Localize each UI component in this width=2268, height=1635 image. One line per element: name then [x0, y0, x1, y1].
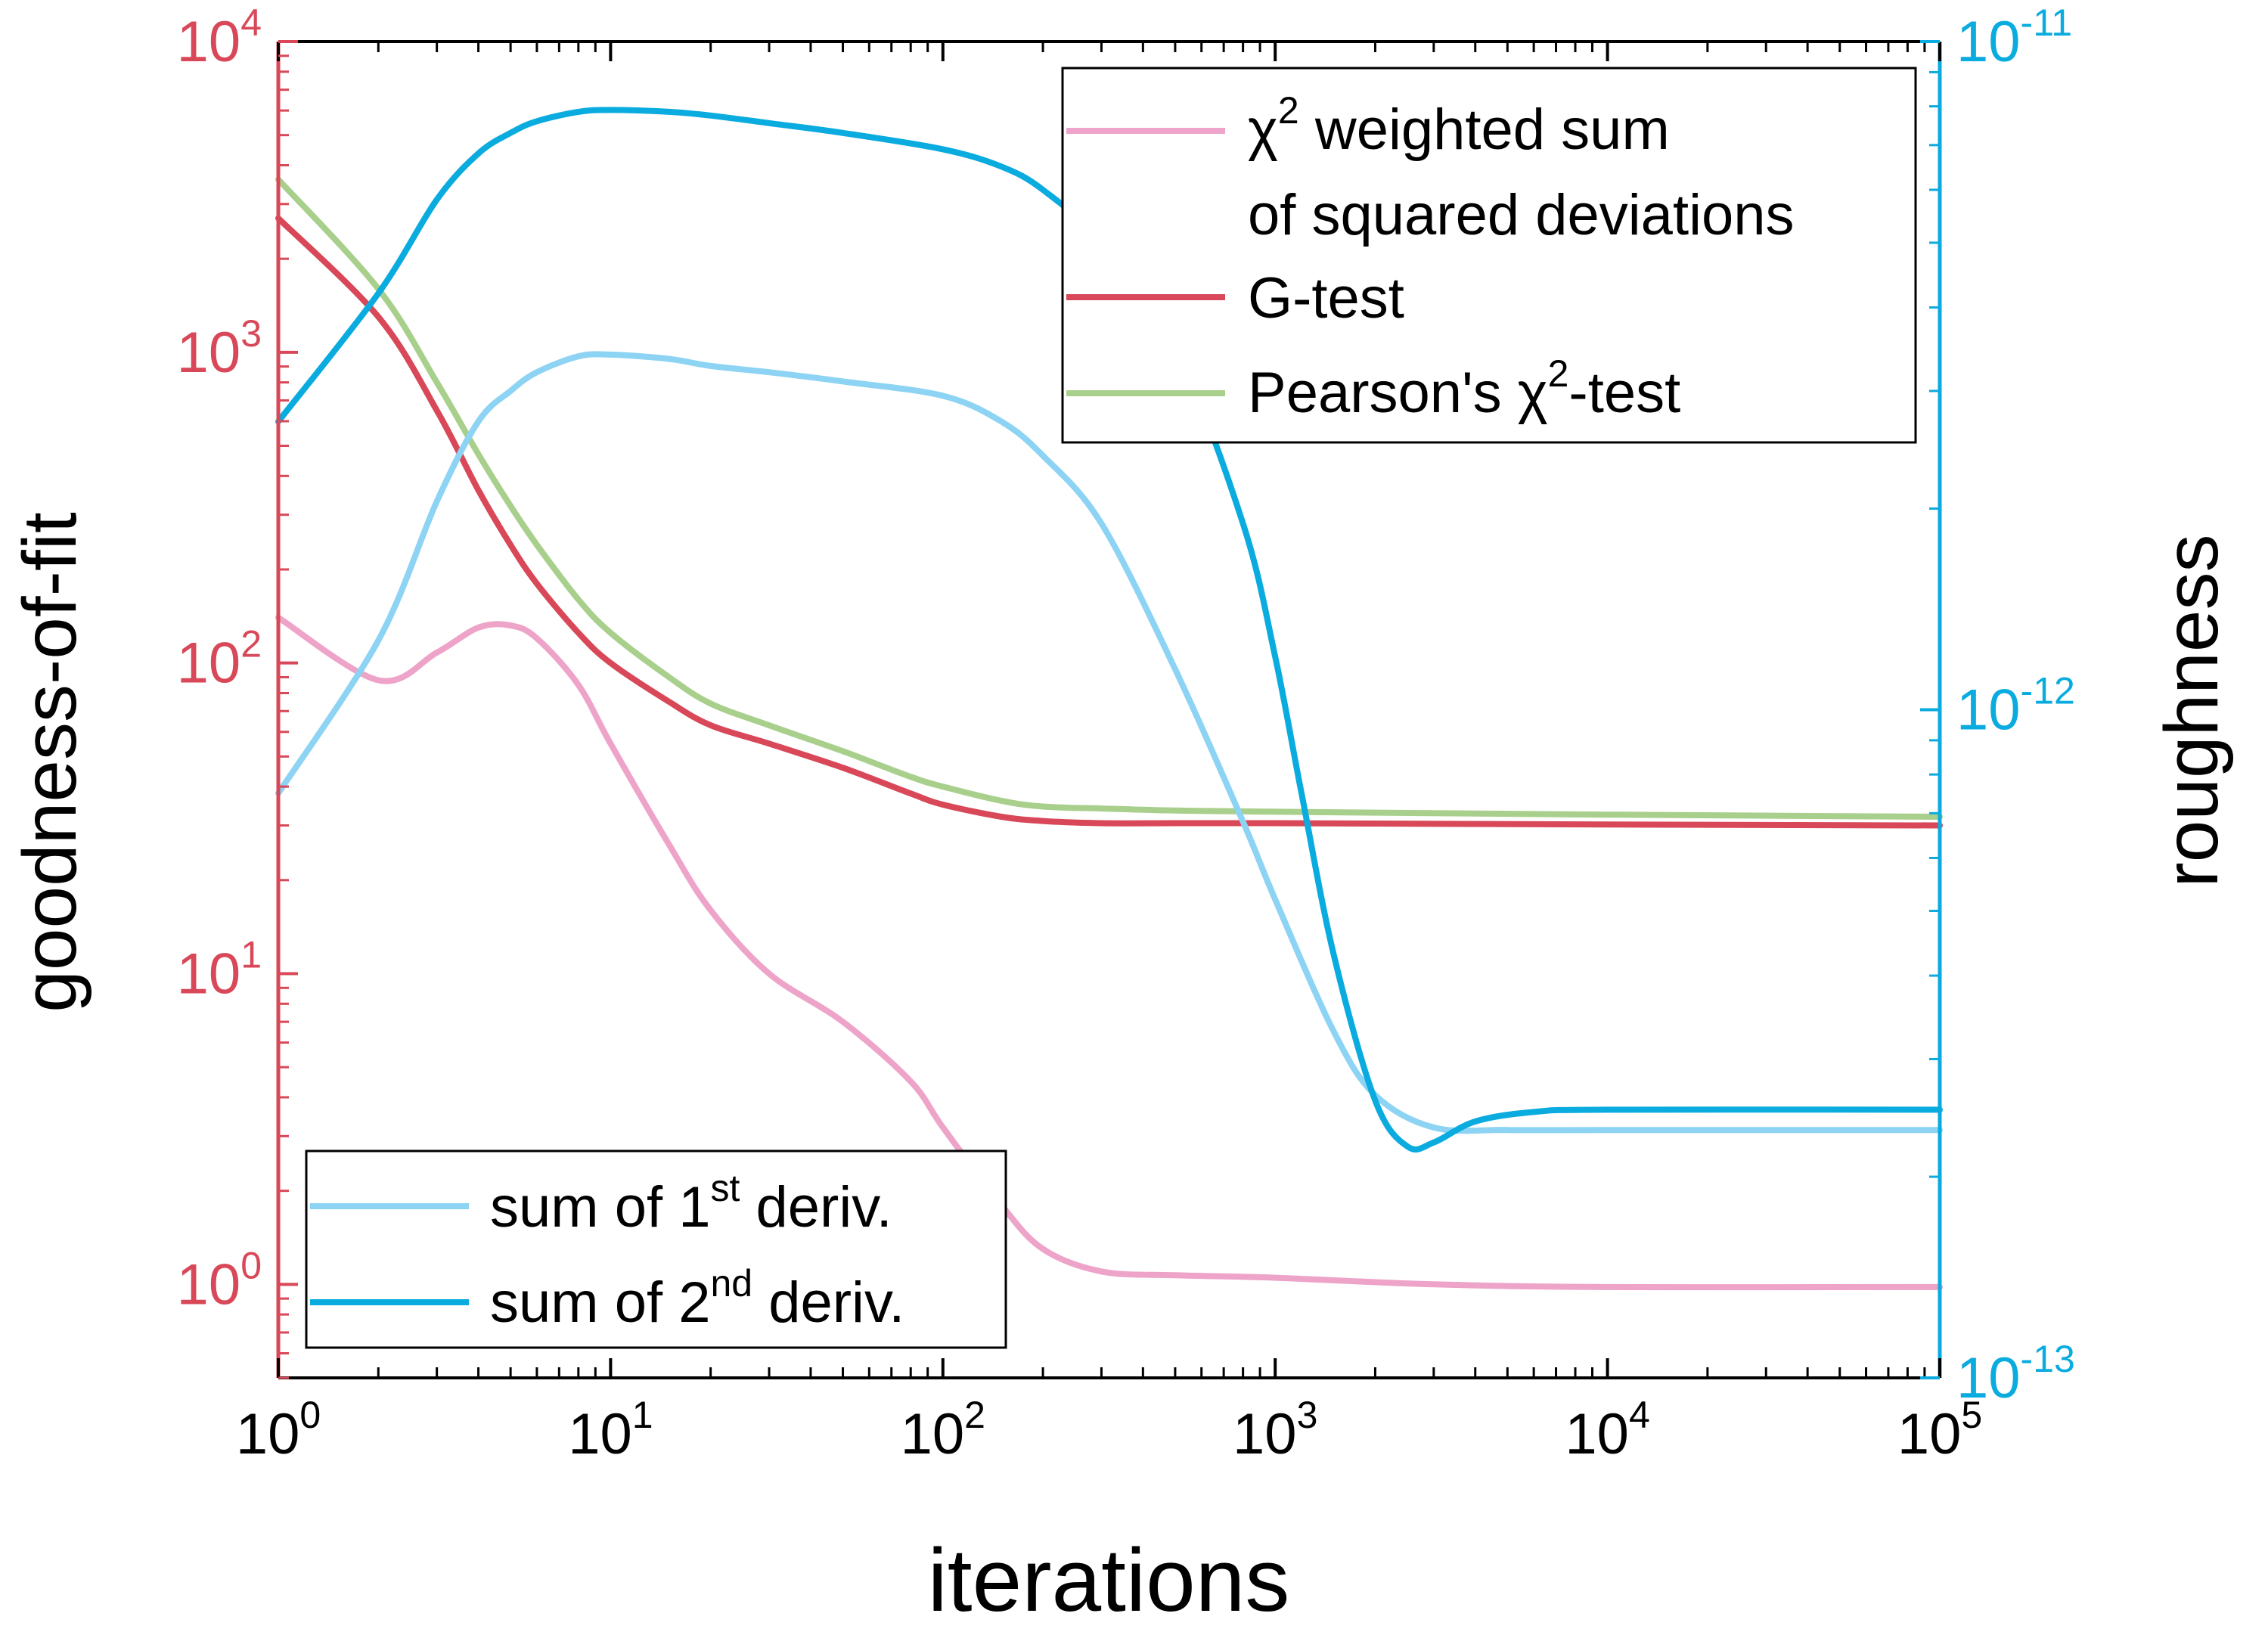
y-left-tick-label: 104 — [177, 2, 262, 74]
legend-label: Pearson's χ2-test — [1248, 352, 1680, 425]
y-left-tick-label: 100 — [177, 1244, 262, 1317]
y-right-tick-label: 10-11 — [1956, 2, 2072, 74]
x-tick-label: 101 — [568, 1394, 653, 1466]
series-line-2 — [275, 215, 1943, 829]
labels-layer: iterations goodness-of-fit roughness — [8, 512, 2234, 1630]
legend-label: of squared deviations — [1248, 183, 1794, 247]
y-left-tick-label: 103 — [177, 312, 262, 385]
legend-bottom-left: sum of 1st deriv. sum of 2nd deriv. — [305, 1149, 1007, 1349]
series-line-4 — [275, 351, 1943, 1134]
y-right-axis-title: roughness — [2149, 535, 2234, 888]
y-right-tick-label: 10-13 — [1956, 1338, 2075, 1410]
x-tick-label: 103 — [1233, 1394, 1317, 1466]
legend-label: sum of 2nd deriv. — [490, 1262, 904, 1335]
y-left-axis-title: goodness-of-fit — [8, 512, 92, 1013]
series-line-1 — [275, 614, 1943, 1291]
legend-top-right: χ2 weighted sum of squared deviations G-te… — [1061, 67, 1917, 444]
x-axis-title: iterations — [928, 1531, 1290, 1630]
x-tick-label: 102 — [901, 1394, 985, 1466]
legend-label: G-test — [1248, 266, 1404, 330]
legend-label: sum of 1st deriv. — [490, 1167, 892, 1239]
legend-box — [305, 1149, 1007, 1349]
y-left-tick-label: 102 — [177, 623, 262, 696]
legend-label: χ2 weighted sum — [1248, 89, 1670, 162]
legend-layer: χ2 weighted sum of squared deviations G-te… — [305, 67, 1917, 1349]
y-right-tick-label: 10-12 — [1956, 670, 2075, 743]
axes-layer: 100 101 102 103 104 105 100 101 102 103 104 10-13 10… — [177, 2, 2075, 1466]
x-tick-label: 105 — [1897, 1394, 1982, 1466]
x-tick-label: 100 — [236, 1394, 321, 1466]
x-tick-label: 104 — [1565, 1394, 1649, 1466]
y-left-tick-label: 101 — [177, 933, 262, 1006]
series-layer — [275, 107, 1943, 1291]
series-line-3 — [275, 176, 1943, 820]
